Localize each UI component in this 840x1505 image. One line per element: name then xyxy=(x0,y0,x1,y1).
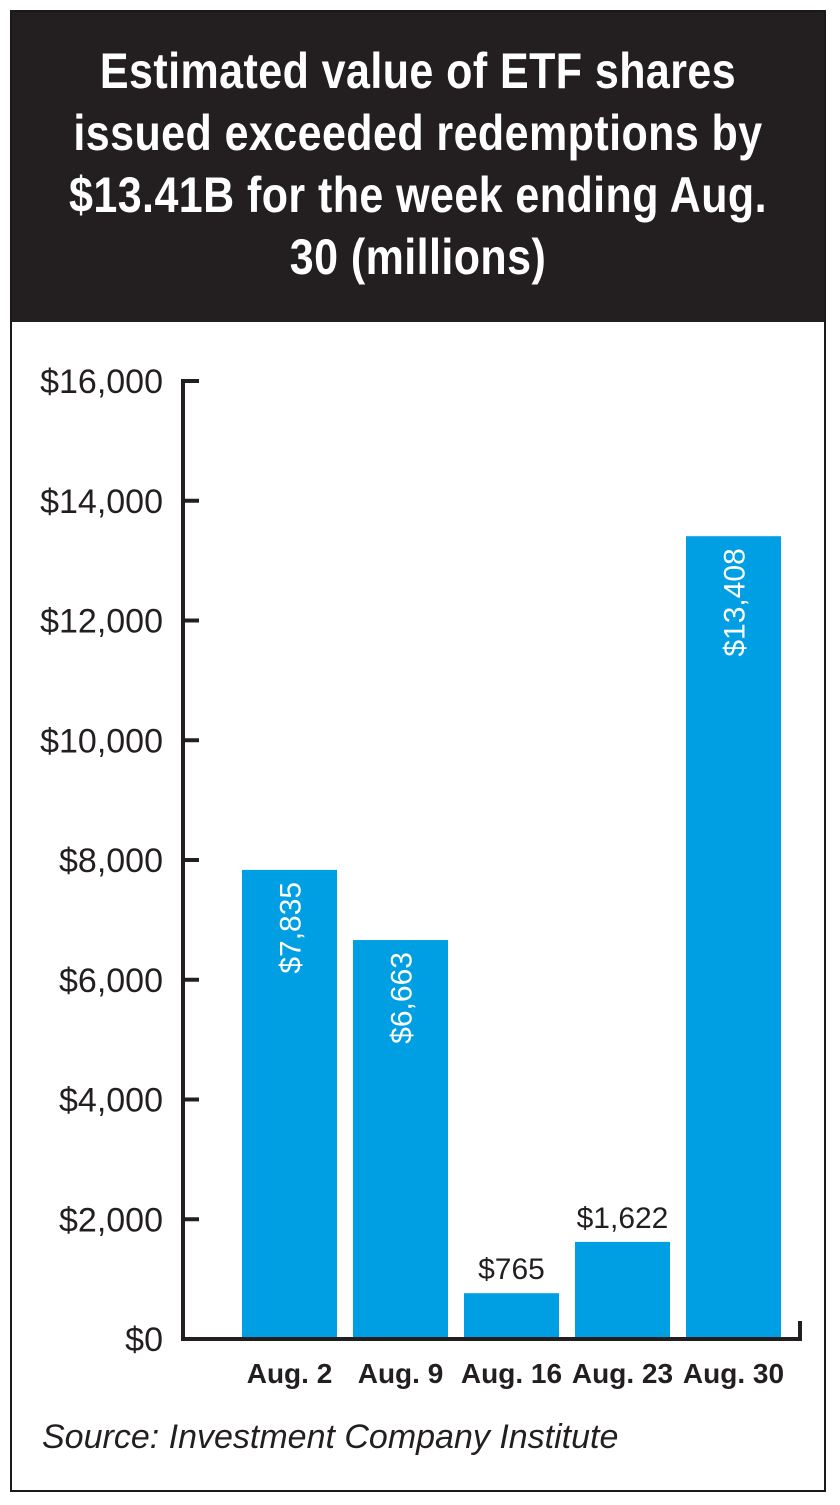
y-tick-label: $0 xyxy=(125,1321,163,1359)
y-tick-label: $6,000 xyxy=(59,962,163,1000)
y-tick-label: $16,000 xyxy=(40,363,163,401)
bar-4 xyxy=(575,1241,670,1339)
data-label: $765 xyxy=(478,1253,545,1286)
bar-1 xyxy=(242,869,337,1339)
data-label: $7,835 xyxy=(275,882,308,974)
x-tick-label: Aug. 30 xyxy=(683,1358,784,1389)
bar-3 xyxy=(464,1293,559,1339)
chart-title: Estimated value of ETF shares issued exc… xyxy=(69,43,767,285)
y-tick-label: $12,000 xyxy=(40,603,163,641)
x-tick-label: Aug. 23 xyxy=(572,1358,673,1389)
data-label: $13,408 xyxy=(719,548,752,656)
x-tick-label: Aug. 9 xyxy=(358,1358,444,1389)
x-tick-label: Aug. 16 xyxy=(461,1358,562,1389)
y-tick-label: $14,000 xyxy=(40,483,163,521)
x-tick-label: Aug. 2 xyxy=(247,1358,333,1389)
source-note: Source: Investment Company Institute xyxy=(42,1418,619,1456)
chart-header: Estimated value of ETF shares issued exc… xyxy=(12,12,824,322)
data-label: $1,622 xyxy=(577,1202,669,1235)
data-label: $6,663 xyxy=(386,952,419,1044)
y-tick-label: $10,000 xyxy=(40,722,163,760)
bar-2 xyxy=(353,940,448,1339)
y-tick-label: $2,000 xyxy=(59,1201,163,1239)
bar-5 xyxy=(686,536,781,1339)
y-tick-label: $4,000 xyxy=(59,1082,163,1120)
y-tick-label: $8,000 xyxy=(59,842,163,880)
